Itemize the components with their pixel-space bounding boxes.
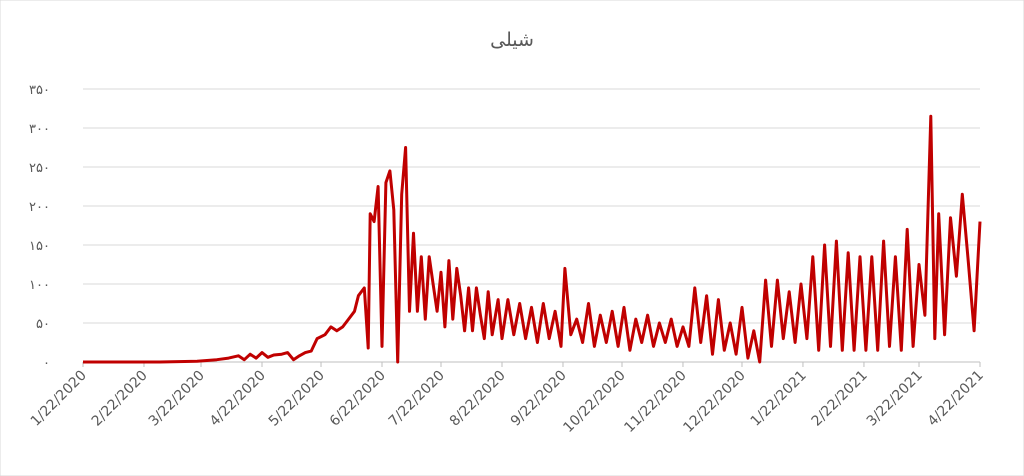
y-tick-label: ۵۰ [36, 317, 50, 332]
y-tick-label: ۰ [43, 356, 50, 371]
y-tick-label: ۳۰۰ [29, 122, 50, 137]
y-tick-label: ۱۰۰ [29, 278, 50, 293]
data-line [83, 114, 982, 364]
y-tick-label: ۲۵۰ [29, 161, 50, 176]
chart-title: شیلی [490, 29, 534, 51]
y-tick-label: ۱۵۰ [29, 239, 50, 254]
y-tick-label: ۳۵۰ [29, 83, 50, 98]
y-tick-label: ۲۰۰ [29, 200, 50, 215]
